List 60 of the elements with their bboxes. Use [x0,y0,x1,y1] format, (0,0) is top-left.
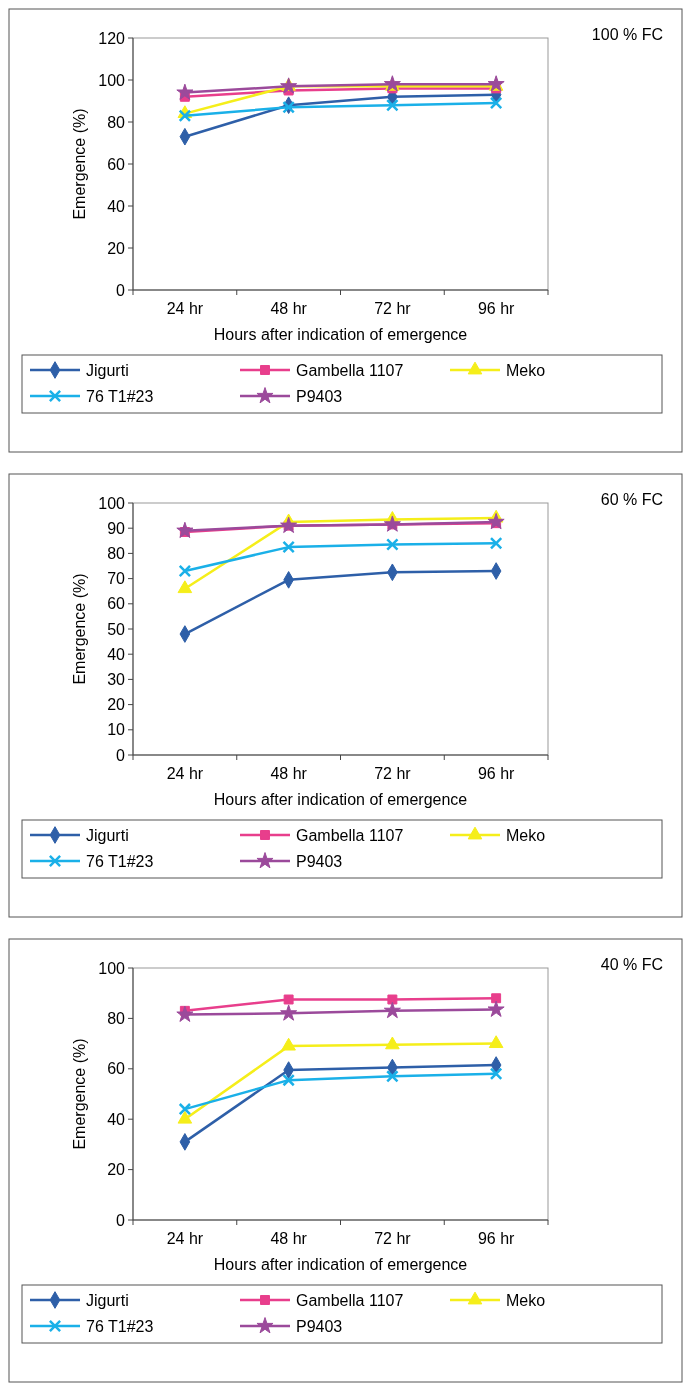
legend-label: Meko [506,1291,546,1309]
x-tick-label: 96 hr [477,300,516,317]
y-tick-label: 20 [107,1161,126,1179]
y-tick-label: 100 [98,494,126,512]
legend-label: Jigurti [86,826,129,844]
y-tick-label: 20 [107,696,126,714]
y-tick-label: 20 [107,239,126,257]
y-tick-label: 80 [107,1010,126,1027]
x-tick-label: 72 hr [374,765,412,782]
legend-label: 76 T1#23 [86,1317,154,1335]
x-tick-label: 48 hr [270,1230,308,1247]
y-tick-label: 30 [107,671,126,688]
y-tick-label: 40 [107,645,126,663]
legend-label: P9403 [296,852,343,870]
x-axis-title: Hours after indication of emergence [213,791,468,808]
y-tick-label: 70 [107,570,126,588]
y-tick-label: 60 [107,595,126,613]
x-tick-label: 48 hr [270,300,308,317]
legend-label: P9403 [296,387,343,405]
y-tick-label: 0 [116,746,126,764]
y-tick-label: 10 [107,721,126,739]
y-tick-label: 100 [98,71,126,89]
text: 40 % FC [600,956,663,973]
x-tick-label: 24 hr [166,1230,204,1247]
y-tick-label: 80 [107,545,126,562]
x-tick-label: 96 hr [477,1230,516,1247]
y-tick-label: 0 [116,281,126,299]
y-tick-label: 40 [107,1110,126,1128]
x-tick-label: 24 hr [166,765,204,782]
x-tick-label: 72 hr [374,300,412,317]
legend-label: 76 T1#23 [86,852,154,870]
y-tick-label: 60 [107,155,126,173]
legend-label: Jigurti [86,361,129,379]
legend-label: Gambella 1107 [296,1291,404,1309]
y-tick-label: 90 [107,519,126,537]
x-tick-label: 48 hr [270,765,308,782]
y-axis-title: Emergence (%) [71,108,88,220]
legend-label: Gambella 1107 [296,826,404,844]
legend-label: Meko [506,826,546,844]
legend-label: 76 T1#23 [86,387,154,405]
text: 60 % FC [600,491,663,508]
y-tick-label: 40 [107,197,126,215]
x-tick-label: 96 hr [477,765,516,782]
y-tick-label: 100 [98,959,126,977]
x-tick-label: 24 hr [166,300,204,317]
y-tick-label: 0 [116,1211,126,1229]
y-tick-label: 60 [107,1060,126,1078]
legend-label: Gambella 1107 [296,361,404,379]
y-tick-label: 50 [107,620,126,638]
x-tick-label: 72 hr [374,1230,412,1247]
text: 100 % FC [591,26,663,43]
y-axis-title: Emergence (%) [71,573,88,685]
y-tick-label: 80 [107,113,126,131]
legend-label: Meko [506,361,546,379]
y-tick-label: 120 [98,29,126,47]
x-axis-title: Hours after indication of emergence [213,326,468,343]
y-axis-title: Emergence (%) [71,1038,88,1150]
legend-label: P9403 [296,1317,343,1335]
legend-label: Jigurti [86,1291,129,1309]
x-axis-title: Hours after indication of emergence [213,1256,468,1273]
